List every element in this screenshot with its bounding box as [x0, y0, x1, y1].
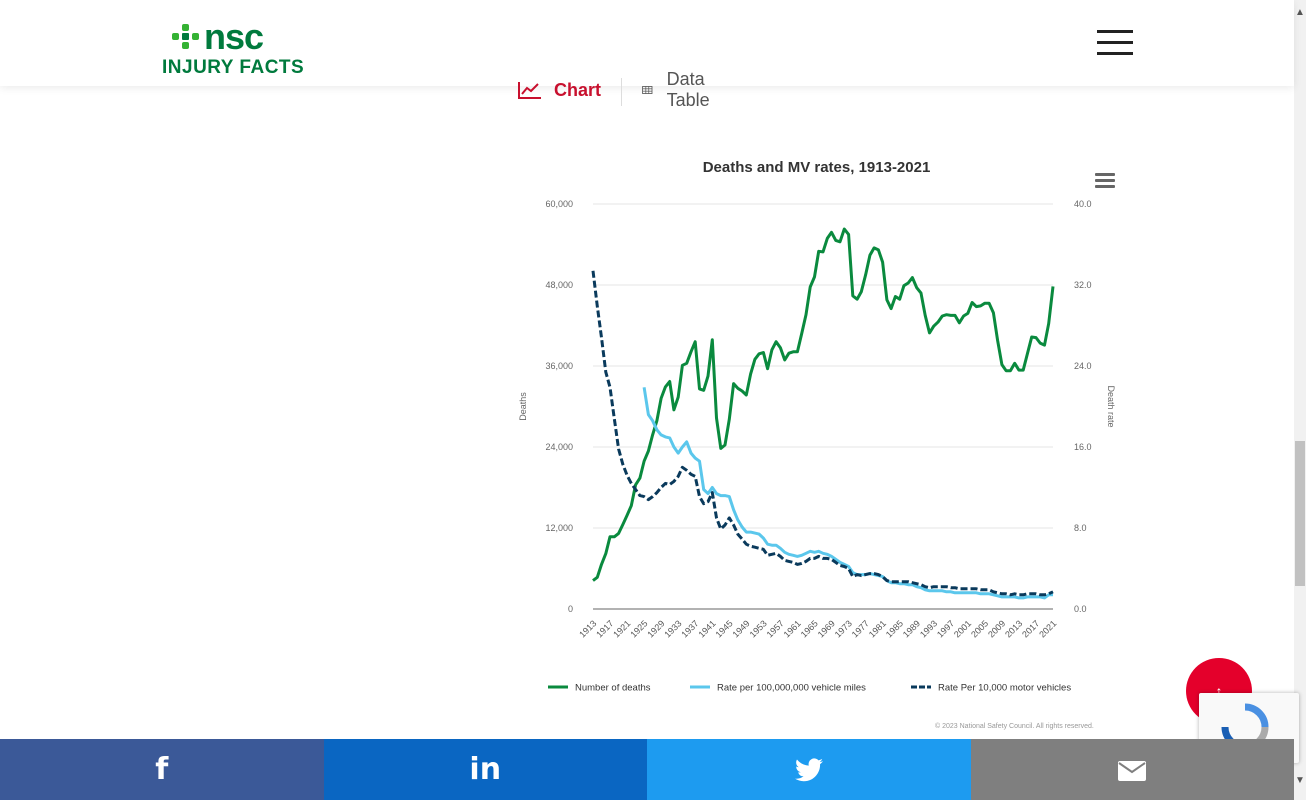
x-tick-label: 1933 — [662, 618, 683, 639]
x-tick-label: 1929 — [645, 618, 666, 639]
y-tick-label: 48,000 — [545, 280, 573, 290]
x-tick-label: 2009 — [986, 618, 1007, 639]
scroll-up-arrow-icon[interactable]: ▲ — [1295, 7, 1305, 18]
y-tick-label: 12,000 — [545, 523, 573, 533]
x-tick-label: 2005 — [969, 618, 990, 639]
logo-subtitle: INJURY FACTS — [162, 57, 305, 78]
x-tick-label: 2021 — [1037, 618, 1058, 639]
cross-logo-icon — [172, 24, 199, 49]
legend-item-label: Rate per 100,000,000 vehicle miles — [717, 683, 866, 694]
share-facebook-button[interactable]: f — [0, 739, 324, 800]
x-tick-label: 1913 — [577, 618, 598, 639]
y-tick-label: 0 — [568, 604, 573, 614]
facebook-icon: f — [155, 752, 169, 787]
line-chart-icon — [518, 82, 541, 99]
chart-title: Deaths and MV rates, 1913-2021 — [702, 159, 931, 176]
y2-tick-label: 16.0 — [1074, 442, 1092, 452]
series-line-2 — [591, 270, 1054, 597]
menu-bar-icon — [1095, 173, 1115, 176]
x-tick-label: 1921 — [611, 618, 632, 639]
x-tick-label: 1953 — [748, 618, 769, 639]
x-tick-label: 1941 — [696, 618, 717, 639]
y2-tick-label: 40.0 — [1074, 199, 1092, 209]
y-axis-title: Deaths — [518, 392, 528, 421]
logo-brand-text: nsc — [204, 16, 264, 57]
x-tick-label: 1949 — [731, 618, 752, 639]
y2-tick-label: 32.0 — [1074, 280, 1092, 290]
x-tick-label: 1957 — [765, 618, 786, 639]
x-tick-label: 1937 — [679, 618, 700, 639]
tab-divider — [621, 78, 622, 106]
envelope-icon — [1118, 760, 1147, 781]
arrow-up-icon: ↑ — [1215, 683, 1223, 699]
x-tick-label: 2017 — [1020, 618, 1041, 639]
chart-credits[interactable]: © 2023 National Safety Council. All righ… — [935, 723, 1094, 730]
share-twitter-button[interactable] — [647, 739, 971, 800]
tab-chart-label: Chart — [554, 79, 602, 100]
x-tick-label: 1945 — [713, 618, 734, 639]
x-tick-label: 1977 — [850, 618, 871, 639]
menu-bar-icon — [1097, 52, 1133, 55]
hamburger-menu-button[interactable] — [1097, 30, 1133, 56]
x-tick-label: 1997 — [935, 618, 956, 639]
x-tick-label: 1925 — [628, 618, 649, 639]
nsc-logo[interactable]: nsc INJURY FACTS — [162, 16, 304, 80]
x-tick-label: 1965 — [799, 618, 820, 639]
site-header: nsc INJURY FACTS — [0, 0, 1294, 86]
twitter-bird-icon — [794, 757, 823, 781]
x-tick-label: 1993 — [918, 618, 939, 639]
tab-data-table-label: Data Table — [666, 69, 710, 110]
menu-bar-icon — [1097, 30, 1133, 33]
chart-container: Deaths and MV rates, 1913-2021 0 12,000 24… — [505, 145, 1135, 745]
chart-context-menu-button[interactable] — [1093, 171, 1117, 191]
x-tick-label: 1917 — [594, 618, 615, 639]
share-email-button[interactable] — [970, 739, 1294, 800]
series-line-0 — [592, 227, 1055, 582]
menu-bar-icon — [1097, 41, 1133, 44]
scroll-down-arrow-icon[interactable]: ▼ — [1295, 775, 1305, 786]
x-tick-label: 1973 — [833, 618, 854, 639]
x-tick-label: 1969 — [816, 618, 837, 639]
y-tick-label: 24,000 — [545, 442, 573, 452]
y2-axis-title: Death rate — [1106, 385, 1116, 427]
chart-plot: 0 12,000 24,000 36,000 48,000 60,000 0.0 8.0 16.… — [518, 199, 1116, 694]
y2-tick-label: 8.0 — [1074, 523, 1087, 533]
x-tick-label: 2013 — [1003, 618, 1024, 639]
linkedin-icon: in — [469, 752, 502, 787]
menu-bar-icon — [1095, 179, 1115, 182]
legend-item-label: Rate Per 10,000 motor vehicles — [938, 683, 1071, 694]
scrollbar-thumb[interactable] — [1295, 441, 1305, 586]
share-bar: f in — [0, 739, 1294, 800]
x-tick-label: 1985 — [884, 618, 905, 639]
y-tick-label: 60,000 — [545, 199, 573, 209]
x-tick-label: 1989 — [901, 618, 922, 639]
y-tick-label: 36,000 — [545, 361, 573, 371]
page-scrollbar[interactable]: ▲ ▼ — [1294, 0, 1306, 800]
share-linkedin-button[interactable]: in — [323, 739, 647, 800]
y2-tick-label: 24.0 — [1074, 361, 1092, 371]
x-tick-label: 1981 — [867, 618, 888, 639]
x-tick-label: 2001 — [952, 618, 973, 639]
series-line-1 — [642, 387, 1053, 600]
table-icon — [642, 86, 653, 94]
tab-chart[interactable]: Chart — [518, 72, 601, 108]
x-tick-label: 1961 — [782, 618, 803, 639]
legend-item-label: Number of deaths — [575, 683, 651, 694]
y2-tick-label: 0.0 — [1074, 604, 1087, 614]
menu-bar-icon — [1095, 185, 1115, 188]
tab-data-table[interactable]: Data Table — [642, 69, 717, 110]
